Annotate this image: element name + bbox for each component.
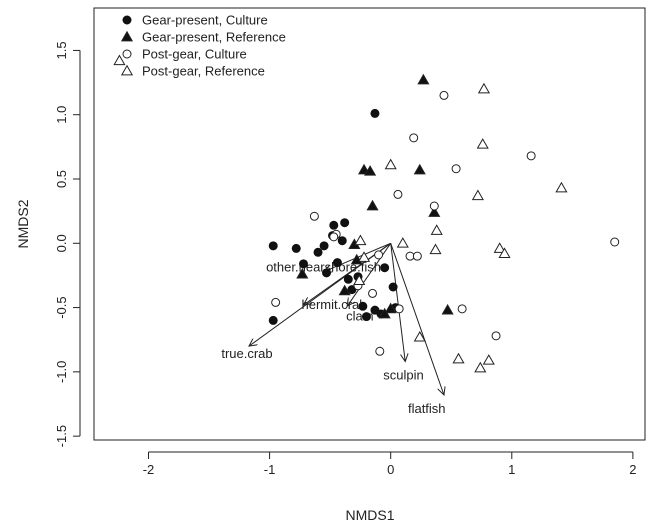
data-point [457,304,467,314]
data-point [332,258,342,268]
data-point [340,218,350,228]
data-point [441,303,454,315]
data-point [368,288,378,298]
data-point [452,352,465,364]
x-tick-label: 0 [387,462,394,477]
legend-label: Gear-present, Culture [142,13,268,28]
y-tick-label: 1.5 [54,41,69,59]
data-point [366,199,379,211]
data-point [526,151,536,161]
y-tick-label: -1.0 [54,361,69,383]
y-tick-label: -1.5 [54,425,69,447]
data-point [322,268,332,278]
data-point [413,330,426,342]
data-point [430,224,443,235]
data-point [329,232,339,242]
data-point [610,237,620,247]
data-point [354,234,367,246]
legend-label: Gear-present, Reference [142,30,286,45]
plot-frame [93,7,646,441]
data-point [477,82,491,94]
data-point [271,297,281,307]
environmental-vectors: true.crabother.nearshore.fishhermit.crab… [221,242,446,416]
data-point [364,165,377,176]
data-point [555,181,568,193]
legend-label: Post-gear, Reference [142,64,265,79]
legend: Gear-present, Culture Gear-present, Refer… [120,13,286,79]
data-point [493,242,506,253]
data-point [358,301,368,311]
y-tick-label: 0.5 [54,170,69,188]
data-point [378,307,391,319]
y-axis-label: NMDS2 [15,199,31,248]
x-tick-label: -2 [143,462,155,477]
x-tick-label: -1 [264,462,276,477]
data-point [299,259,309,269]
data-point [429,201,439,211]
data-point [313,247,323,257]
legend-symbol [122,49,132,59]
data-point [409,133,419,143]
data-points [113,54,620,373]
data-point [396,237,409,248]
vector-label: sculpin [383,368,423,383]
x-axis-label: NMDS1 [345,507,394,523]
data-point [380,263,390,273]
data-point [429,243,442,255]
data-point [417,73,430,85]
data-point [482,354,495,365]
vector-arrow [390,243,444,395]
data-point [309,211,319,221]
data-point [361,312,371,322]
data-point [374,250,384,260]
vector-label: flatfish [408,401,446,416]
y-tick-label: 0.0 [54,234,69,252]
data-point [268,315,278,325]
data-point [384,302,397,314]
data-point [498,247,511,258]
data-point [338,284,351,296]
data-point [268,241,278,251]
legend-symbol [122,15,132,25]
axes: -2 -1 0 1 2 -1.5 -1.0 -0.5 0.0 0.5 1.0 1.5 [54,41,637,477]
data-point [353,274,366,285]
data-point [471,189,484,201]
data-point [393,189,403,199]
data-point [474,361,487,373]
data-point [337,236,347,246]
data-point [370,108,380,118]
data-point [491,331,501,341]
data-point [412,251,422,261]
legend-symbol [120,30,134,42]
data-point [439,90,449,100]
data-point [451,164,461,174]
data-point [343,274,353,284]
data-point [113,54,126,66]
y-tick-label: -0.5 [54,296,69,318]
y-tick-label: 1.0 [54,106,69,124]
data-point [357,251,371,262]
x-tick-label: 2 [629,462,636,477]
data-point [329,220,339,230]
data-point [296,267,309,279]
data-point [476,138,489,149]
vector-label: true.crab [221,346,272,361]
data-point [394,304,404,314]
vector-arrow [390,243,406,361]
data-point [388,282,398,292]
data-point [319,241,329,251]
data-point [384,158,397,170]
data-point [428,206,441,217]
vector-arrow [347,243,392,306]
x-tick-label: 1 [508,462,515,477]
data-point [413,163,426,175]
legend-label: Post-gear, Culture [142,47,247,62]
data-point [291,243,301,253]
data-point [375,346,385,356]
legend-symbol [120,64,134,76]
